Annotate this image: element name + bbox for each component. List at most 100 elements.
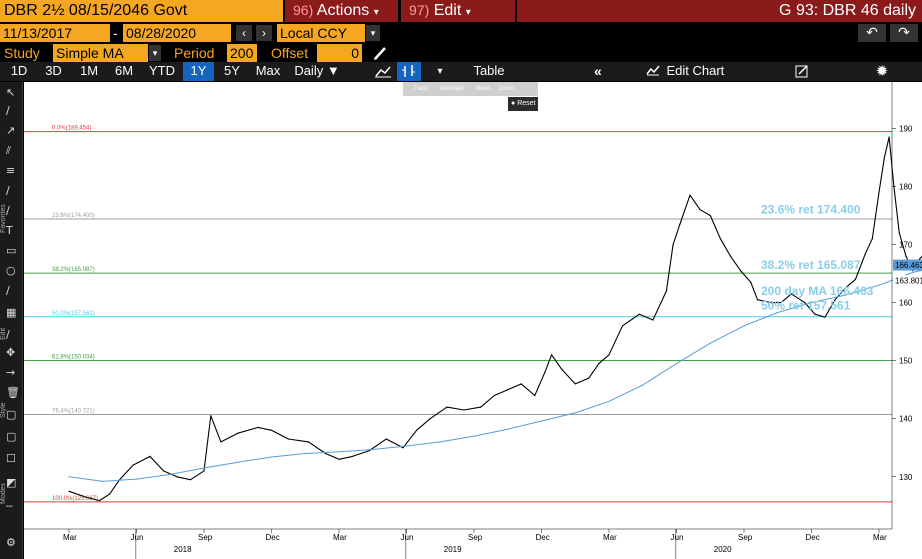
undo-icon[interactable]: ↶ bbox=[858, 24, 886, 42]
period-3d[interactable]: 3D bbox=[45, 63, 62, 78]
chart-annotation-1[interactable]: 38.2% ret 165.087 bbox=[761, 258, 861, 272]
shape-tool-icon[interactable]: ▭ bbox=[6, 244, 17, 257]
y-tick-label-1: 140 bbox=[899, 415, 913, 424]
actions-menu[interactable]: 96) Actions ▾ bbox=[285, 0, 398, 22]
settings-icon[interactable]: ⚙ bbox=[6, 536, 16, 549]
chart-annotation-3[interactable]: 50% ret 157.561 bbox=[761, 299, 851, 313]
gear-icon[interactable]: ✹ bbox=[875, 63, 889, 80]
edit-chart-button[interactable]: Edit Chart bbox=[646, 62, 766, 81]
frequency-select[interactable]: Daily ▼ bbox=[294, 63, 340, 78]
period-1d[interactable]: 1D bbox=[10, 63, 28, 78]
style-tab[interactable]: Style bbox=[0, 390, 9, 420]
fib-tool-icon[interactable]: ≡ bbox=[6, 164, 16, 177]
price-point-1 bbox=[85, 496, 87, 498]
period-5y[interactable]: 5Y bbox=[224, 63, 240, 78]
text-tool-icon[interactable]: T bbox=[6, 224, 13, 237]
line-chart-icon[interactable] bbox=[372, 62, 394, 81]
collapse-icon[interactable]: « bbox=[594, 63, 602, 79]
price-point-33 bbox=[544, 371, 546, 373]
cursor-icon[interactable]: ↖ bbox=[6, 86, 16, 99]
price-point-34 bbox=[551, 354, 553, 356]
next-arrow-icon[interactable]: › bbox=[256, 25, 272, 41]
left-sidebar bbox=[0, 82, 23, 559]
table-button[interactable]: Table bbox=[473, 63, 505, 78]
pencil-tool-icon[interactable]: ∕ bbox=[6, 328, 10, 341]
period-field[interactable]: 200 bbox=[227, 44, 257, 62]
redo-icon[interactable]: ↷ bbox=[890, 24, 918, 42]
arrow-tool-icon[interactable]: → bbox=[6, 366, 16, 379]
prev-arrow-icon[interactable]: ‹ bbox=[236, 25, 252, 41]
pen-tool-icon[interactable]: ∕ bbox=[6, 184, 10, 197]
mini-toolbar: Track Annotate News Zoom bbox=[403, 82, 538, 96]
price-point-32 bbox=[534, 394, 536, 397]
price-point-59 bbox=[824, 316, 826, 318]
period-max[interactable]: Max bbox=[255, 63, 281, 78]
ticker-field[interactable]: DBR 2½ 08/15/2046 Govt bbox=[0, 0, 283, 22]
edit-pencil-icon[interactable] bbox=[795, 63, 809, 79]
dropdown-arrow-icon: ▾ bbox=[373, 7, 379, 18]
last-price-tag bbox=[893, 275, 922, 287]
study-dropdown-icon[interactable]: ▾ bbox=[149, 45, 161, 61]
grid-tool-icon[interactable]: ▦ bbox=[6, 306, 17, 319]
chart-type-dropdown-icon[interactable]: ▾ bbox=[437, 66, 443, 77]
period-ytd[interactable]: YTD bbox=[149, 63, 175, 78]
style-tab-label: Style bbox=[0, 402, 7, 418]
pencil-icon[interactable] bbox=[372, 44, 388, 62]
ma-point-7 bbox=[304, 452, 306, 455]
price-point-7 bbox=[162, 470, 165, 472]
y-tick-label-6: 190 bbox=[899, 124, 913, 133]
ma-point-2 bbox=[135, 478, 138, 480]
ma-point-5 bbox=[237, 461, 239, 463]
brush-tool-icon[interactable]: ∕ bbox=[6, 204, 10, 217]
highlight-tool-icon[interactable]: ∕ bbox=[6, 284, 10, 297]
period-1m[interactable]: 1M bbox=[79, 63, 99, 78]
price-point-53 bbox=[756, 299, 759, 301]
edit-tab-label: Edit bbox=[0, 327, 7, 340]
end-date-field[interactable]: 08/28/2020 bbox=[123, 24, 231, 42]
chart-annotation-2[interactable]: 200 day MA 166.463 bbox=[761, 284, 874, 298]
line-tool-icon[interactable]: ∕ bbox=[6, 104, 10, 117]
mini-track-button[interactable]: Track bbox=[413, 86, 428, 92]
move-tool-icon[interactable]: ✥ bbox=[6, 346, 16, 359]
dashed-icon[interactable]: ┄ bbox=[6, 500, 13, 513]
style-box-icon[interactable]: ☐ bbox=[6, 452, 16, 465]
edit-tab[interactable]: Edit bbox=[0, 312, 9, 342]
color-icon[interactable]: ◩ bbox=[6, 476, 17, 489]
price-point-62 bbox=[854, 278, 857, 280]
start-date-field[interactable]: 11/13/2017 bbox=[0, 24, 110, 42]
copy-icon[interactable]: ▢ bbox=[6, 408, 17, 421]
modes-tab[interactable]: Modes bbox=[0, 472, 9, 506]
chart-annotation-0[interactable]: 23.6% ret 174.400 bbox=[761, 203, 861, 217]
ma-point-25 bbox=[912, 271, 914, 273]
trash-icon[interactable]: 🗑 bbox=[6, 386, 20, 399]
reset-button[interactable]: ● Reset bbox=[508, 97, 538, 111]
currency-select[interactable]: Local CCY bbox=[277, 24, 365, 42]
price-point-10 bbox=[203, 470, 205, 472]
mini-zoom-button[interactable]: Zoom bbox=[498, 86, 515, 92]
favorites-tab[interactable]: Favorites bbox=[0, 175, 9, 235]
period-label: Period bbox=[174, 45, 215, 61]
trend-tool-icon[interactable]: ↗ bbox=[6, 124, 16, 137]
channel-tool-icon[interactable]: ⫽ bbox=[6, 144, 11, 157]
period-6m[interactable]: 6M bbox=[114, 63, 134, 78]
edit-menu[interactable]: 97) Edit ▾ bbox=[401, 0, 515, 22]
paste-icon[interactable]: ▢ bbox=[6, 430, 17, 443]
circle-tool-icon[interactable]: ○ bbox=[6, 264, 16, 277]
bar-chart-icon[interactable] bbox=[397, 62, 421, 81]
study-select[interactable]: Simple MA bbox=[53, 44, 148, 62]
price-point-22 bbox=[385, 438, 387, 440]
mini-annotate-button[interactable]: Annotate bbox=[439, 86, 464, 92]
period-1y[interactable]: 1Y bbox=[183, 62, 214, 81]
price-point-3 bbox=[108, 493, 111, 495]
edit-chart-label: Edit Chart bbox=[666, 63, 725, 78]
price-chart[interactable]: 0.0%(189.454) 23.6%(174.400) 38.2%(165.087… bbox=[24, 82, 922, 559]
price-point-64 bbox=[871, 238, 873, 240]
mini-news-button[interactable]: News bbox=[475, 86, 491, 92]
offset-field[interactable]: 0 bbox=[317, 44, 362, 62]
price-point-57 bbox=[804, 302, 806, 304]
price-point-27 bbox=[463, 409, 465, 411]
header-title-bar: G 93: DBR 46 daily bbox=[517, 0, 922, 22]
currency-dropdown-icon[interactable]: ▾ bbox=[366, 25, 380, 41]
y-tick-label-0: 130 bbox=[899, 473, 913, 482]
x-tick-label-2: Sep bbox=[198, 533, 213, 542]
